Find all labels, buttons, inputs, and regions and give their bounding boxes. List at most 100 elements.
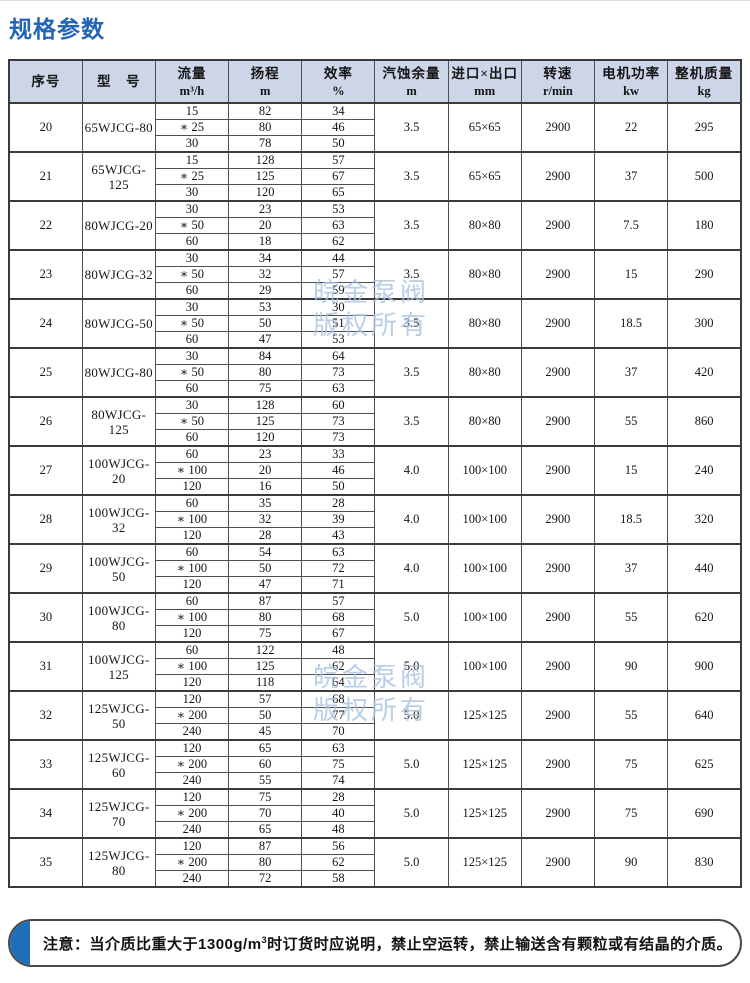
head-cell: 75 [228, 625, 303, 643]
model-cell: 100WJCG-20 [81, 445, 156, 496]
npsh-cell: 4.0 [374, 494, 449, 545]
notice-text: 注意：当介质比重大于1300g/m3时订货时应说明，禁止空运转，禁止输送含有颗粒… [43, 933, 732, 954]
efficiency-cell: 62 [301, 854, 376, 871]
speed-cell: 2900 [520, 837, 596, 888]
efficiency-cell: 53 [301, 331, 376, 349]
model-cell: 100WJCG-50 [81, 543, 156, 594]
head-cell: 120 [228, 184, 303, 202]
speed-cell: 2900 [520, 298, 596, 349]
table-row: 32 125WJCG-50 120 57 68 5.0 125×125 2900 55 640 [8, 690, 742, 741]
power-cell: 55 [593, 592, 669, 643]
weight-cell: 640 [667, 690, 742, 741]
head-cell: 53 [228, 298, 303, 316]
efficiency-cell: 28 [301, 788, 376, 806]
flow-cell: 60 [154, 331, 230, 349]
power-cell: 18.5 [593, 494, 669, 545]
flow-cell: 30 [154, 200, 230, 218]
efficiency-cell: 62 [301, 658, 376, 675]
head-cell: 128 [228, 396, 303, 414]
head-cell: 50 [228, 560, 303, 577]
serial-cell: 20 [8, 102, 83, 153]
notice-accent-bar [10, 921, 30, 965]
model-cell: 125WJCG-80 [81, 837, 156, 888]
npsh-cell: 5.0 [374, 592, 449, 643]
table-row: ∗ 50 50 51 [9, 315, 741, 332]
table-row: 34 125WJCG-70 120 75 28 5.0 125×125 2900 75 690 [8, 788, 742, 839]
table-row: ∗ 200 80 62 [9, 854, 741, 871]
ports-cell: 80×80 [447, 200, 522, 251]
column-unit: mm [474, 84, 496, 98]
table-row: 240 65 48 [9, 821, 741, 839]
serial-cell: 32 [8, 690, 83, 741]
column-label: 整机质量 [675, 66, 734, 81]
head-cell: 55 [228, 772, 303, 790]
weight-cell: 860 [667, 396, 742, 447]
model-cell: 125WJCG-60 [81, 739, 156, 790]
serial-cell: 22 [8, 200, 83, 251]
column-header-head: 扬程 m [228, 59, 303, 104]
column-unit: m [406, 84, 417, 98]
table-row: ∗ 200 60 75 [9, 756, 741, 773]
head-cell: 122 [228, 641, 303, 659]
flow-cell: ∗ 200 [154, 805, 230, 822]
efficiency-cell: 67 [301, 168, 376, 185]
power-cell: 15 [593, 249, 669, 300]
table-row: 33 125WJCG-60 120 65 63 5.0 125×125 2900 75 625 [8, 739, 742, 790]
column-label: 进口×出口 [451, 66, 519, 81]
flow-cell: ∗ 100 [154, 462, 230, 479]
table-row: 26 80WJCG-125 30 128 60 3.5 80×80 2900 55 860 [8, 396, 742, 447]
table-row: ∗ 50 80 73 [9, 364, 741, 381]
flow-cell: 120 [154, 527, 230, 545]
weight-cell: 240 [667, 445, 742, 496]
model-cell: 80WJCG-32 [81, 249, 156, 300]
power-cell: 7.5 [593, 200, 669, 251]
weight-cell: 440 [667, 543, 742, 594]
head-cell: 80 [228, 119, 303, 136]
npsh-cell: 3.5 [374, 249, 449, 300]
table-row: 120 118 64 [9, 674, 741, 692]
head-cell: 75 [228, 380, 303, 398]
table-row: 22 80WJCG-20 30 23 53 3.5 80×80 2900 7.5 180 [8, 200, 742, 251]
efficiency-cell: 63 [301, 739, 376, 757]
power-cell: 37 [593, 543, 669, 594]
ports-cell: 125×125 [447, 837, 522, 888]
speed-cell: 2900 [520, 690, 596, 741]
page-top-divider [0, 0, 750, 1]
flow-cell: 60 [154, 429, 230, 447]
speed-cell: 2900 [520, 788, 596, 839]
flow-cell: 240 [154, 870, 230, 888]
serial-cell: 26 [8, 396, 83, 447]
flow-cell: 120 [154, 478, 230, 496]
power-cell: 22 [593, 102, 669, 153]
weight-cell: 290 [667, 249, 742, 300]
flow-cell: 120 [154, 739, 230, 757]
table-body: 20 65WJCG-80 15 82 34 3.5 65×65 2900 22 295 ∗ 25 80… [8, 102, 742, 888]
table-row: 30 78 50 [9, 135, 741, 153]
table-row: ∗ 200 50 77 [9, 707, 741, 724]
flow-cell: 60 [154, 641, 230, 659]
model-cell: 125WJCG-50 [81, 690, 156, 741]
flow-cell: 120 [154, 576, 230, 594]
ports-cell: 100×100 [447, 543, 522, 594]
head-cell: 23 [228, 445, 303, 463]
spec-table: 序号 型 号 流量 m³/h 扬程 m 效率% 汽蚀余量 m 进口×出口 mm 转速 r/min 电机功率… [8, 59, 742, 888]
model-cell: 80WJCG-50 [81, 298, 156, 349]
head-cell: 70 [228, 805, 303, 822]
speed-cell: 2900 [520, 592, 596, 643]
ports-cell: 80×80 [447, 396, 522, 447]
flow-cell: 30 [154, 347, 230, 365]
flow-cell: ∗ 100 [154, 658, 230, 675]
table-row: ∗ 100 80 68 [9, 609, 741, 626]
column-unit: kg [697, 84, 711, 98]
npsh-cell: 5.0 [374, 739, 449, 790]
efficiency-cell: 56 [301, 837, 376, 855]
head-cell: 125 [228, 413, 303, 430]
weight-cell: 500 [667, 151, 742, 202]
head-cell: 20 [228, 217, 303, 234]
flow-cell: ∗ 200 [154, 707, 230, 724]
ports-cell: 80×80 [447, 249, 522, 300]
head-cell: 65 [228, 821, 303, 839]
serial-cell: 33 [8, 739, 83, 790]
efficiency-cell: 68 [301, 690, 376, 708]
npsh-cell: 3.5 [374, 151, 449, 202]
